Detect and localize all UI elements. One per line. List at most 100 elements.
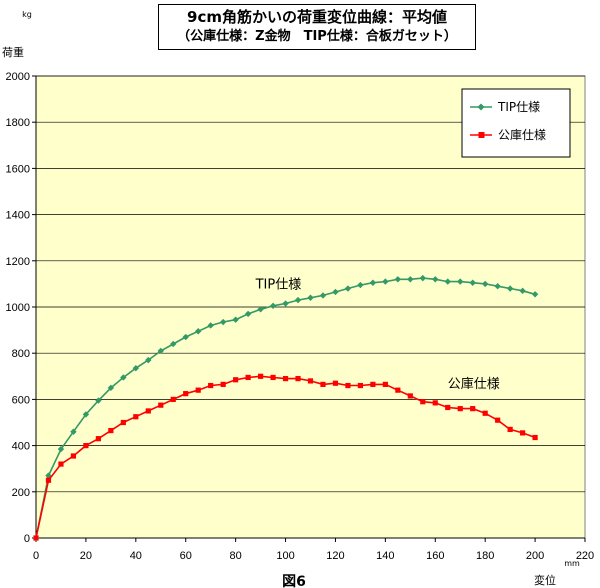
data-point	[382, 381, 388, 387]
y-tick-labels: 0 200 400 600 800 1000 1200 1400 1600 1800 2000	[6, 71, 30, 545]
data-point	[195, 328, 202, 335]
y-tick-label: 1200	[6, 256, 30, 268]
figure-caption: 図6	[282, 574, 306, 588]
data-point	[244, 310, 252, 318]
y-tick-label: 800	[12, 348, 30, 360]
x-tick-label: 120	[326, 550, 344, 562]
data-point	[482, 410, 488, 416]
data-point	[357, 281, 364, 289]
data-point	[158, 402, 164, 408]
data-point	[382, 278, 389, 285]
data-point	[108, 427, 114, 434]
data-point	[320, 381, 326, 387]
annotation-label: 公庫仕様	[448, 377, 500, 392]
x-axis-label: 変位	[534, 573, 556, 587]
x-tick-label: 140	[376, 550, 394, 562]
x-tick-label: 200	[526, 550, 544, 562]
data-point	[470, 406, 476, 412]
data-point	[182, 333, 189, 341]
data-point	[145, 408, 151, 414]
data-point	[532, 434, 538, 441]
y-tick-label: 600	[12, 394, 30, 406]
data-point	[58, 461, 64, 467]
data-point	[507, 426, 513, 433]
y-tick-label: 1000	[6, 302, 30, 314]
data-point	[506, 285, 514, 292]
x-tick-label: 0	[33, 550, 39, 562]
data-point	[145, 356, 152, 364]
x-tick-label: 80	[230, 550, 242, 562]
data-point	[357, 382, 364, 389]
data-point	[57, 445, 65, 453]
data-point	[319, 292, 327, 299]
legend-label: 公庫仕様	[498, 128, 546, 142]
data-point	[295, 376, 301, 382]
legend-label: TIP仕様	[497, 100, 540, 114]
data-point	[407, 276, 414, 283]
data-point	[183, 391, 189, 397]
data-point	[457, 278, 464, 285]
data-point	[481, 280, 489, 288]
y-tick-label: 400	[12, 441, 30, 453]
x-tick-label: 20	[80, 550, 92, 562]
data-point	[370, 381, 376, 387]
data-point	[170, 340, 177, 348]
x-tick-label: 220	[576, 550, 594, 562]
y-tick-label: 1600	[6, 163, 30, 175]
data-point	[369, 279, 377, 286]
data-point	[520, 430, 526, 436]
x-tick-label: 160	[426, 550, 444, 562]
data-point	[407, 393, 413, 399]
x-tick-label: 40	[130, 550, 142, 562]
data-point	[257, 373, 264, 379]
x-unit-label: mm	[564, 559, 580, 568]
data-point	[394, 276, 402, 283]
data-point	[70, 428, 77, 435]
y-tick-label: 200	[12, 487, 30, 499]
data-point	[70, 453, 77, 459]
data-point	[220, 381, 226, 387]
legend-marker	[477, 103, 485, 111]
chart-subtitle: （公庫仕様：Z金物 TIP仕様：合板ガセット）	[177, 29, 457, 44]
data-point	[445, 404, 451, 411]
data-point	[457, 406, 463, 412]
y-tick-label: 0	[24, 533, 30, 545]
data-point	[469, 279, 476, 286]
data-point	[195, 387, 201, 393]
data-point	[95, 397, 102, 404]
data-point	[420, 399, 426, 405]
data-point	[170, 396, 176, 402]
data-point	[345, 382, 351, 389]
chart-title-box: 9cm角筋かいの荷重変位曲線：平均値 （公庫仕様：Z金物 TIP仕様：合板ガセッ…	[158, 4, 476, 50]
chart-title: 9cm角筋かいの荷重変位曲線：平均値	[187, 8, 447, 26]
data-point	[82, 411, 90, 418]
data-point	[120, 419, 126, 426]
data-point	[307, 294, 314, 301]
data-point	[282, 376, 289, 382]
x-tick-labels: 0 20 40 60 80 100 120 140 160 180 200 220	[33, 550, 594, 562]
series-layer	[32, 274, 539, 542]
data-point	[307, 378, 314, 384]
data-point	[432, 400, 438, 406]
data-point	[519, 287, 526, 295]
x-tick-label: 100	[276, 550, 294, 562]
data-point	[444, 278, 451, 285]
x-tick-label: 180	[476, 550, 494, 562]
data-point	[395, 387, 401, 393]
data-point	[419, 274, 426, 282]
data-point	[495, 417, 501, 423]
x-tick-label: 60	[180, 550, 192, 562]
data-point	[270, 374, 276, 381]
y-unit-label: kg	[22, 10, 32, 19]
data-point	[133, 414, 139, 420]
data-point	[294, 296, 302, 304]
data-point	[432, 276, 439, 283]
data-point	[132, 365, 140, 372]
gridlines	[36, 75, 585, 493]
data-point	[95, 436, 101, 442]
data-point	[219, 318, 227, 326]
data-point	[344, 285, 352, 292]
